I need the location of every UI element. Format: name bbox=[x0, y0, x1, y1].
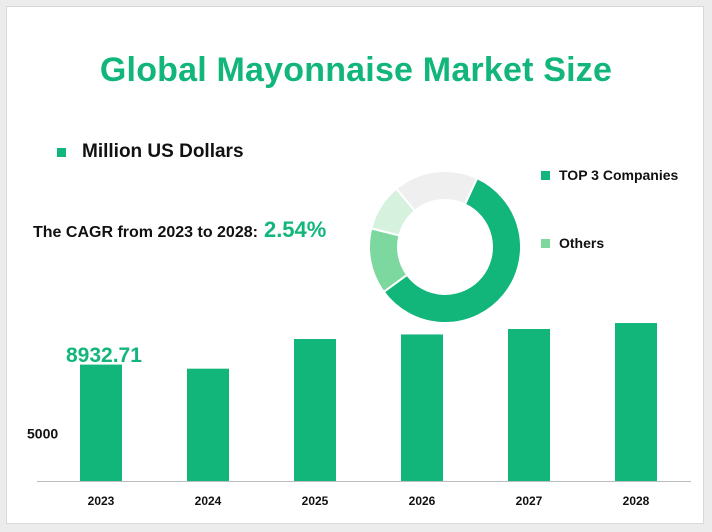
units-legend-label: Million US Dollars bbox=[82, 141, 244, 162]
pie-legend-others: Others bbox=[541, 235, 604, 251]
cagr-value: 2.54% bbox=[263, 217, 327, 242]
chart-title: Global Mayonnaise Market Size bbox=[99, 51, 613, 89]
x-tick-label-2027: 2027 bbox=[516, 494, 543, 508]
x-tick-label-2028: 2028 bbox=[623, 494, 650, 508]
data-label-2023: 8932.71 bbox=[66, 344, 142, 367]
pie-legend-top3: TOP 3 Companies bbox=[541, 167, 678, 183]
x-tick-label-2026: 2026 bbox=[409, 494, 436, 508]
x-tick-label-2024: 2024 bbox=[195, 494, 222, 508]
bar-2026 bbox=[401, 334, 443, 481]
x-tick-label-2023: 2023 bbox=[88, 494, 115, 508]
bar-2023 bbox=[80, 364, 122, 481]
bar-2024 bbox=[187, 368, 229, 481]
donut-slice-3 bbox=[394, 170, 479, 213]
bar-chart: 2023 2024 2025 2026 2027 2028 5000 8932.71 bbox=[27, 323, 691, 508]
bar-2028 bbox=[615, 323, 657, 481]
pie-legend-others-label: Others bbox=[559, 235, 605, 251]
units-legend: Million US Dollars bbox=[57, 141, 244, 163]
pie-legend-top3-swatch bbox=[541, 170, 550, 180]
donut-chart bbox=[368, 170, 522, 324]
bar-2027 bbox=[508, 329, 550, 481]
x-tick-label-2025: 2025 bbox=[302, 494, 329, 508]
chart-card: Global Mayonnaise Market Size Million US… bbox=[6, 6, 704, 524]
units-legend-swatch bbox=[57, 147, 66, 157]
cagr-label: The CAGR from 2023 to 2028: bbox=[33, 224, 258, 241]
pie-legend-top3-label: TOP 3 Companies bbox=[559, 167, 679, 183]
cagr-annotation: The CAGR from 2023 to 2028: 2.54% bbox=[33, 217, 326, 243]
donut-slice-0 bbox=[382, 176, 522, 324]
pie-legend-others-swatch bbox=[541, 238, 550, 248]
bar-2025 bbox=[294, 339, 336, 481]
y-tick-label: 5000 bbox=[27, 426, 58, 442]
